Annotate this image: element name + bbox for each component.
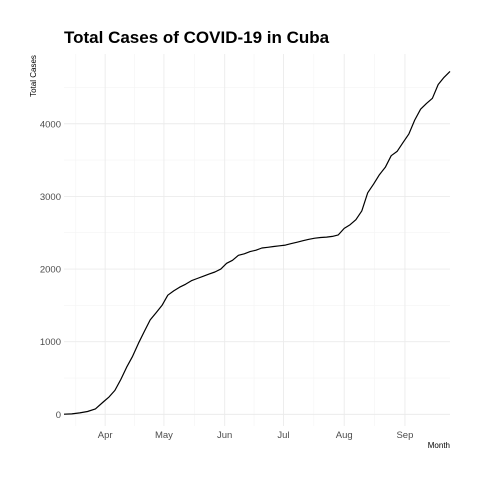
grid xyxy=(64,54,450,426)
y-tick-label: 3000 xyxy=(40,192,61,203)
y-axis-ticks: 0 1000 2000 3000 4000 xyxy=(40,119,61,421)
y-axis-label: Total Cases xyxy=(29,55,38,97)
x-tick-label: Sep xyxy=(396,430,413,441)
y-tick-label: 2000 xyxy=(40,265,61,276)
y-tick-label: 0 xyxy=(56,410,61,421)
x-tick-label: May xyxy=(155,430,173,441)
x-axis-label: Month xyxy=(428,441,450,450)
x-tick-label: Jun xyxy=(217,430,232,441)
series-line-total-cases xyxy=(63,70,451,415)
x-tick-label: Apr xyxy=(98,430,113,441)
y-tick-label: 4000 xyxy=(40,119,61,130)
x-tick-label: Aug xyxy=(336,430,353,441)
x-axis-ticks: Apr May Jun Jul Aug Sep xyxy=(98,430,414,441)
y-tick-label: 1000 xyxy=(40,337,61,348)
chart-title: Total Cases of COVID-19 in Cuba xyxy=(64,28,330,47)
x-tick-label: Jul xyxy=(277,430,289,441)
